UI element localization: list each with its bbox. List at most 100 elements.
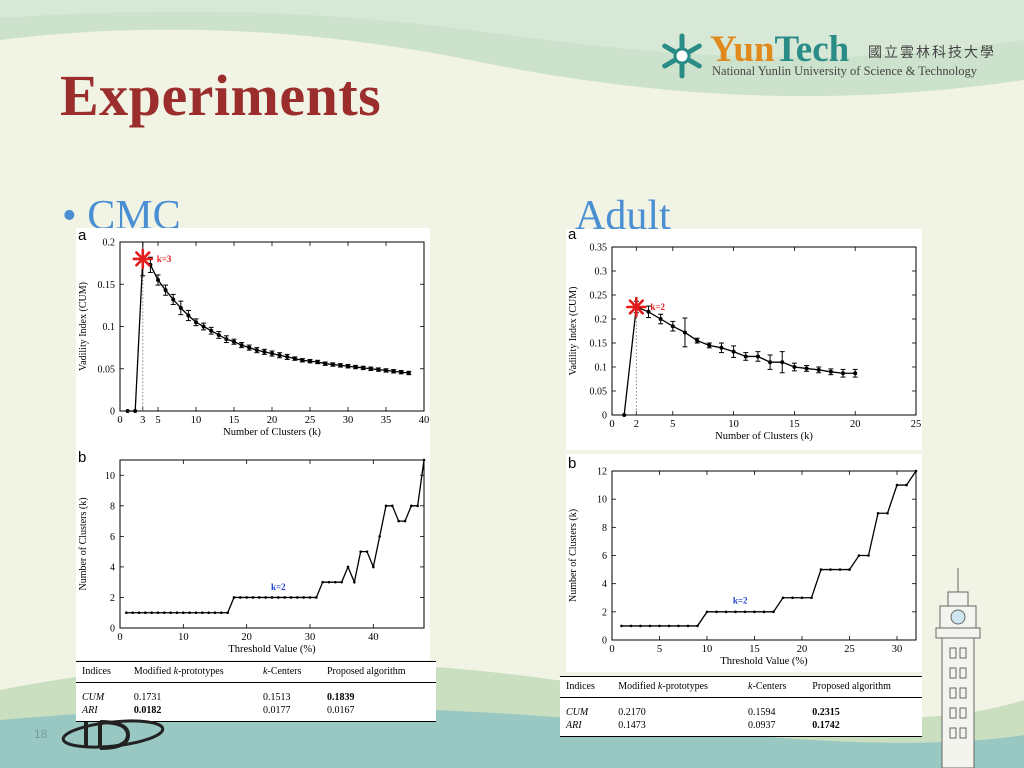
snowflake-icon bbox=[662, 33, 702, 79]
table-header-row: Indices Modified k-prototypes k-Centers Pro… bbox=[560, 676, 922, 698]
x-tick-label: 0 bbox=[609, 419, 614, 430]
data-point bbox=[182, 611, 185, 615]
x-tick-label: 15 bbox=[789, 419, 800, 430]
data-point bbox=[277, 596, 280, 599]
y-tick-label: 0.1 bbox=[103, 322, 116, 333]
plot-frame bbox=[119, 459, 425, 629]
data-point bbox=[753, 610, 756, 614]
y-axis-label: Number of Clusters (k) bbox=[568, 509, 579, 602]
optimal-k-annotation: k=3 bbox=[157, 254, 172, 264]
data-point bbox=[239, 343, 244, 348]
y-tick-label: 10 bbox=[105, 471, 115, 482]
marker-stroke bbox=[135, 251, 151, 267]
data-point bbox=[816, 367, 821, 372]
cmc-chart-a-panel: a 0 3 5 10 15 20 25 30 35 40 0 0.05 0.1 0.15 0.2 Number … bbox=[76, 228, 430, 450]
data-point bbox=[422, 458, 426, 462]
y-tick-label: 0 bbox=[110, 407, 115, 418]
data-point bbox=[819, 568, 823, 571]
logo-wordmark: YunTech bbox=[710, 28, 849, 71]
cmc-chart-b-panel: b 0 10 20 30 40 0 2 4 6 8 10 Threshold Value (%) Numb… bbox=[76, 450, 430, 660]
x-axis-label: Number of Clusters (k) bbox=[715, 431, 813, 442]
data-point bbox=[857, 554, 861, 557]
x-tick-label: 25 bbox=[844, 644, 855, 655]
table-header-cell: Indices bbox=[560, 676, 613, 698]
data-point bbox=[629, 624, 633, 628]
series-line bbox=[127, 257, 409, 412]
x-tick-label: 40 bbox=[368, 632, 379, 643]
data-point bbox=[667, 624, 671, 628]
x-tick-label: 5 bbox=[155, 415, 160, 426]
y-axis-label: Vadility Index (CUM) bbox=[78, 282, 89, 371]
series-line bbox=[621, 470, 917, 627]
data-point bbox=[270, 596, 274, 599]
adult-results-table: Indices Modified k-prototypes k-Centers Pro… bbox=[560, 676, 922, 737]
data-point bbox=[330, 362, 335, 367]
data-point bbox=[719, 345, 724, 350]
data-point bbox=[410, 504, 413, 508]
data-point bbox=[292, 356, 297, 361]
y-tick-label: 0.05 bbox=[98, 364, 116, 375]
data-point bbox=[416, 504, 419, 508]
plot-frame bbox=[119, 241, 425, 412]
adult-chart-a: a0 2 5 10 15 20 2500.050.10.150.20.250.30.35Nu… bbox=[568, 229, 921, 442]
x-axis-label: Number of Clusters (k) bbox=[223, 427, 321, 438]
x-tick-label: 10 bbox=[191, 415, 202, 426]
data-point bbox=[315, 596, 318, 599]
x-tick-label: 30 bbox=[343, 415, 354, 426]
data-point bbox=[743, 354, 748, 359]
data-point bbox=[876, 511, 880, 515]
y-tick-label: 0.35 bbox=[590, 243, 608, 254]
data-point bbox=[262, 349, 267, 354]
data-point bbox=[792, 365, 797, 369]
data-point bbox=[682, 330, 687, 335]
data-point bbox=[346, 565, 350, 569]
clock-tower-icon bbox=[935, 568, 981, 768]
data-point bbox=[368, 366, 373, 371]
data-point bbox=[648, 624, 652, 628]
y-tick-label: 10 bbox=[597, 495, 607, 506]
data-point bbox=[705, 610, 709, 614]
data-point bbox=[194, 611, 198, 615]
x-tick-label: 35 bbox=[381, 415, 392, 426]
table-value-cell: 0.1731 bbox=[133, 692, 162, 703]
data-point bbox=[178, 305, 183, 310]
data-point bbox=[226, 611, 229, 615]
cmc-chart-b: b 0 10 20 30 40 0 2 4 6 8 10 Threshold Value (%) Numb… bbox=[78, 450, 426, 655]
data-point bbox=[169, 611, 172, 615]
adult-chart-a-panel: a 0 2 5 10 15 20 25 0 0.05 0.1 0.15 0.2 0.25 0.3 0.35 Nu… bbox=[566, 229, 922, 450]
panel-label: b bbox=[78, 450, 86, 466]
x-axis-label: Threshold Value (%) bbox=[228, 644, 316, 655]
data-point bbox=[323, 361, 328, 366]
data-point bbox=[867, 554, 870, 557]
table-value-cell: 0.0167 bbox=[320, 704, 436, 722]
y-tick-label: 4 bbox=[602, 579, 607, 590]
data-point bbox=[734, 610, 737, 614]
data-point bbox=[781, 596, 785, 600]
marker-stroke bbox=[628, 299, 644, 315]
x-tick-label: 30 bbox=[892, 644, 903, 655]
data-point bbox=[353, 365, 358, 370]
y-tick-label: 4 bbox=[110, 562, 115, 573]
data-point bbox=[707, 343, 712, 348]
data-point bbox=[300, 358, 305, 363]
data-point bbox=[171, 297, 176, 302]
data-point bbox=[302, 596, 305, 599]
y-tick-label: 0.3 bbox=[595, 267, 608, 278]
bullet-symbol: • bbox=[62, 193, 77, 239]
y-tick-label: 2 bbox=[602, 607, 607, 618]
table-row: CUM 0.2170 0.1594 0.2315 bbox=[560, 698, 922, 720]
data-point bbox=[886, 511, 889, 515]
x-tick-label: 10 bbox=[702, 644, 713, 655]
data-point bbox=[338, 363, 343, 368]
data-point bbox=[289, 596, 293, 599]
y-axis-label: Number of Clusters (k) bbox=[78, 497, 89, 590]
series-line bbox=[623, 306, 856, 416]
panel-label: a bbox=[78, 228, 87, 244]
y-tick-label: 2 bbox=[110, 593, 115, 604]
x-tick-label: 0 bbox=[117, 415, 122, 426]
data-point bbox=[361, 365, 366, 370]
research-group-logo bbox=[61, 719, 165, 750]
data-point bbox=[755, 354, 760, 359]
slide-number: 18 bbox=[34, 727, 48, 741]
data-point bbox=[743, 610, 747, 614]
